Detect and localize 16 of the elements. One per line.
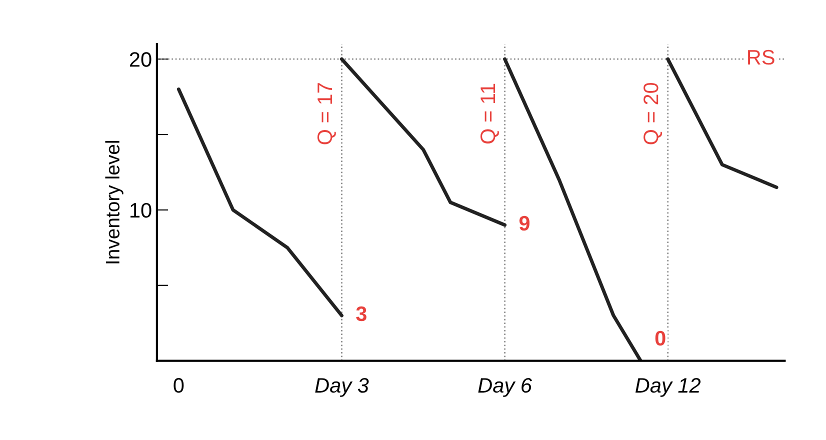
y-axis-title: Inventory level (105, 141, 124, 264)
y-tick-label: 20 (130, 52, 152, 67)
ref-line-label: Q = 20 (644, 82, 662, 144)
y-tick-label: 10 (130, 202, 152, 218)
data-label: 9 (519, 216, 530, 231)
x-tick-label: 0 (174, 378, 184, 393)
line-series (340, 57, 507, 227)
ref-line-label: Q = 17 (317, 83, 336, 144)
x-tick-label: Day 12 (635, 378, 701, 397)
data-label: 3 (356, 306, 366, 322)
x-tick-label: Day 6 (478, 378, 532, 397)
ref-line-label: Q = 11 (480, 84, 499, 144)
data-label: 0 (655, 330, 666, 346)
line-series (503, 57, 642, 361)
ref-line-label: RS (748, 50, 774, 65)
x-tick-label: Day 3 (315, 378, 369, 397)
